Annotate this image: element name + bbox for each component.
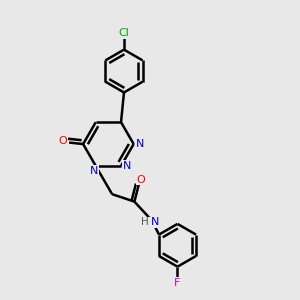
Text: N: N bbox=[90, 166, 98, 176]
Text: Cl: Cl bbox=[118, 28, 129, 38]
Text: O: O bbox=[137, 175, 146, 184]
Text: H: H bbox=[141, 218, 149, 227]
Text: O: O bbox=[59, 136, 68, 146]
Text: N: N bbox=[123, 161, 132, 171]
Text: N: N bbox=[151, 218, 159, 227]
Text: N: N bbox=[136, 139, 144, 149]
Text: F: F bbox=[174, 278, 181, 288]
